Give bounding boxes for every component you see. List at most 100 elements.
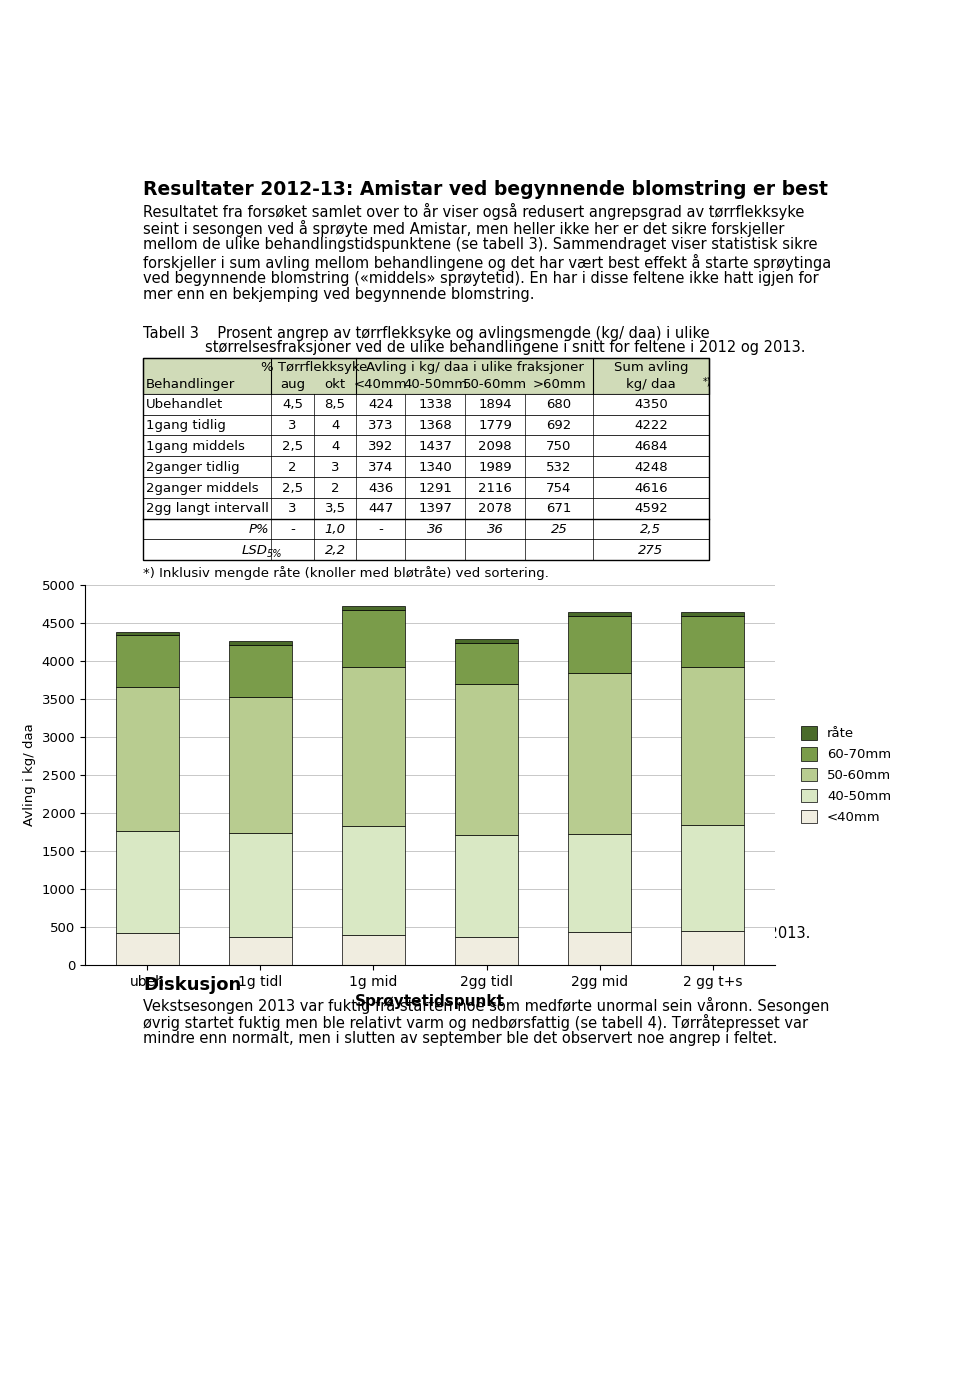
Bar — [229, 698, 292, 833]
Text: Figur 2 Avling i ulike sorteringer ved sprøyting med Amistar til ulike tidspunkt: Figur 2 Avling i ulike sorteringer ved s… — [143, 926, 810, 941]
Text: 275: 275 — [638, 545, 663, 557]
Text: Diskusjon: Diskusjon — [143, 976, 242, 994]
Text: Behandlinger: Behandlinger — [146, 379, 235, 391]
Bar — [143, 539, 709, 560]
Bar — [568, 615, 631, 673]
Bar — [143, 394, 709, 415]
Text: 374: 374 — [368, 460, 394, 474]
Text: 1340: 1340 — [419, 460, 452, 474]
Text: ved begynnende blomstring («middels» sprøytetid). En har i disse feltene ikke ha: ved begynnende blomstring («middels» spr… — [143, 271, 819, 286]
Text: Avling i kg/ daa i ulike fraksjoner: Avling i kg/ daa i ulike fraksjoner — [366, 361, 584, 373]
Text: 1368: 1368 — [419, 419, 452, 433]
Text: 3: 3 — [288, 502, 297, 515]
Bar — [116, 831, 179, 933]
Text: *) Inklusiv mengde råte (knoller med bløtråte) ved sortering.: *) Inklusiv mengde råte (knoller med blø… — [143, 567, 549, 580]
Text: 4248: 4248 — [634, 460, 668, 474]
Bar — [116, 933, 179, 965]
Bar — [682, 612, 744, 616]
Text: Ubehandlet: Ubehandlet — [146, 398, 223, 412]
Text: >60mm: >60mm — [532, 379, 586, 391]
Legend: råte, 60-70mm, 50-60mm, 40-50mm, <40mm: råte, 60-70mm, 50-60mm, 40-50mm, <40mm — [796, 721, 897, 829]
Bar — [682, 668, 744, 825]
Text: 4,5: 4,5 — [282, 398, 303, 412]
Text: seint i sesongen ved å sprøyte med Amistar, men heller ikke her er det sikre for: seint i sesongen ved å sprøyte med Amist… — [143, 220, 784, 236]
Text: 36: 36 — [426, 524, 444, 536]
Text: 4684: 4684 — [635, 439, 667, 453]
Text: 8,5: 8,5 — [324, 398, 346, 412]
Text: 692: 692 — [546, 419, 571, 433]
Text: 4592: 4592 — [634, 502, 668, 515]
X-axis label: Sprøytetidspunkt: Sprøytetidspunkt — [355, 994, 505, 1009]
Text: 2gg langt intervall: 2gg langt intervall — [146, 502, 269, 515]
Text: Vekstsesongen 2013 var fuktig fra starten noe som medførte unormal sein våronn. : Vekstsesongen 2013 var fuktig fra starte… — [143, 998, 829, 1014]
Text: *): *) — [703, 377, 711, 387]
Y-axis label: Avling i kg/ daa: Avling i kg/ daa — [23, 724, 36, 826]
Bar — [343, 936, 404, 965]
Text: 392: 392 — [368, 439, 394, 453]
Text: 1gang tidlig: 1gang tidlig — [146, 419, 226, 433]
Text: 1894: 1894 — [478, 398, 512, 412]
Bar — [229, 645, 292, 698]
Bar — [229, 641, 292, 645]
Text: 4: 4 — [331, 439, 339, 453]
Bar — [682, 616, 744, 668]
Text: 373: 373 — [368, 419, 394, 433]
Bar — [455, 684, 517, 835]
Text: mindre enn normalt, men i slutten av september ble det observert noe angrep i fe: mindre enn normalt, men i slutten av sep… — [143, 1031, 778, 1046]
Bar — [568, 931, 631, 965]
Bar — [455, 643, 517, 684]
Bar — [682, 825, 744, 931]
Text: 2,5: 2,5 — [282, 439, 303, 453]
Text: størrelsesfraksjoner ved de ulike behandlingene i snitt for feltene i 2012 og 20: størrelsesfraksjoner ved de ulike behand… — [205, 340, 805, 355]
Text: Sum avling: Sum avling — [613, 361, 688, 373]
Bar — [143, 415, 709, 435]
Text: 4350: 4350 — [634, 398, 668, 412]
Bar — [143, 435, 709, 456]
Text: 2116: 2116 — [478, 481, 512, 495]
Text: 36: 36 — [487, 524, 503, 536]
Bar — [343, 605, 404, 609]
Bar — [143, 358, 709, 560]
Text: 750: 750 — [546, 439, 572, 453]
Text: 1291: 1291 — [419, 481, 452, 495]
Bar — [229, 937, 292, 965]
Text: Sprøyting mot tørrflekksyke 2012-13: Sprøyting mot tørrflekksyke 2012-13 — [289, 593, 695, 612]
Text: forskjeller i sum avling mellom behandlingene og det har vært best effekt å star: forskjeller i sum avling mellom behandli… — [143, 254, 831, 271]
Bar — [143, 456, 709, 477]
Bar — [229, 833, 292, 937]
Bar — [455, 937, 517, 965]
Text: 40-50mm: 40-50mm — [403, 379, 468, 391]
Text: øvrig startet fuktig men ble relativt varm og nedbørsfattig (se tabell 4). Tørrå: øvrig startet fuktig men ble relativt va… — [143, 1014, 808, 1031]
Text: P%: P% — [249, 524, 269, 536]
Bar — [568, 833, 631, 931]
Bar — [455, 640, 517, 643]
Bar — [682, 931, 744, 965]
Text: mellom de ulike behandlingstidspunktene (se tabell 3). Sammendraget viser statis: mellom de ulike behandlingstidspunktene … — [143, 236, 818, 252]
Text: 2: 2 — [288, 460, 297, 474]
Text: 4: 4 — [331, 419, 339, 433]
Bar — [568, 673, 631, 833]
Bar — [143, 358, 709, 394]
Text: 754: 754 — [546, 481, 572, 495]
Text: 5%: 5% — [267, 549, 283, 560]
Text: 2ganger tidlig: 2ganger tidlig — [146, 460, 239, 474]
Bar — [116, 636, 179, 687]
Text: 1,0: 1,0 — [324, 524, 346, 536]
Text: 2,2: 2,2 — [324, 545, 346, 557]
Bar — [116, 687, 179, 831]
Bar — [143, 518, 709, 539]
Text: 680: 680 — [546, 398, 571, 412]
Text: 2098: 2098 — [478, 439, 512, 453]
Text: 3,5: 3,5 — [324, 502, 346, 515]
Text: 436: 436 — [369, 481, 394, 495]
Text: 1338: 1338 — [419, 398, 452, 412]
Text: 671: 671 — [546, 502, 572, 515]
Text: 424: 424 — [369, 398, 394, 412]
Text: 1397: 1397 — [419, 502, 452, 515]
Text: 1989: 1989 — [478, 460, 512, 474]
Text: kg/ daa: kg/ daa — [626, 379, 676, 391]
Text: 2078: 2078 — [478, 502, 512, 515]
Text: -: - — [378, 524, 383, 536]
Text: 50-60mm: 50-60mm — [463, 379, 527, 391]
Text: mer enn en bekjemping ved begynnende blomstring.: mer enn en bekjemping ved begynnende blo… — [143, 287, 535, 303]
